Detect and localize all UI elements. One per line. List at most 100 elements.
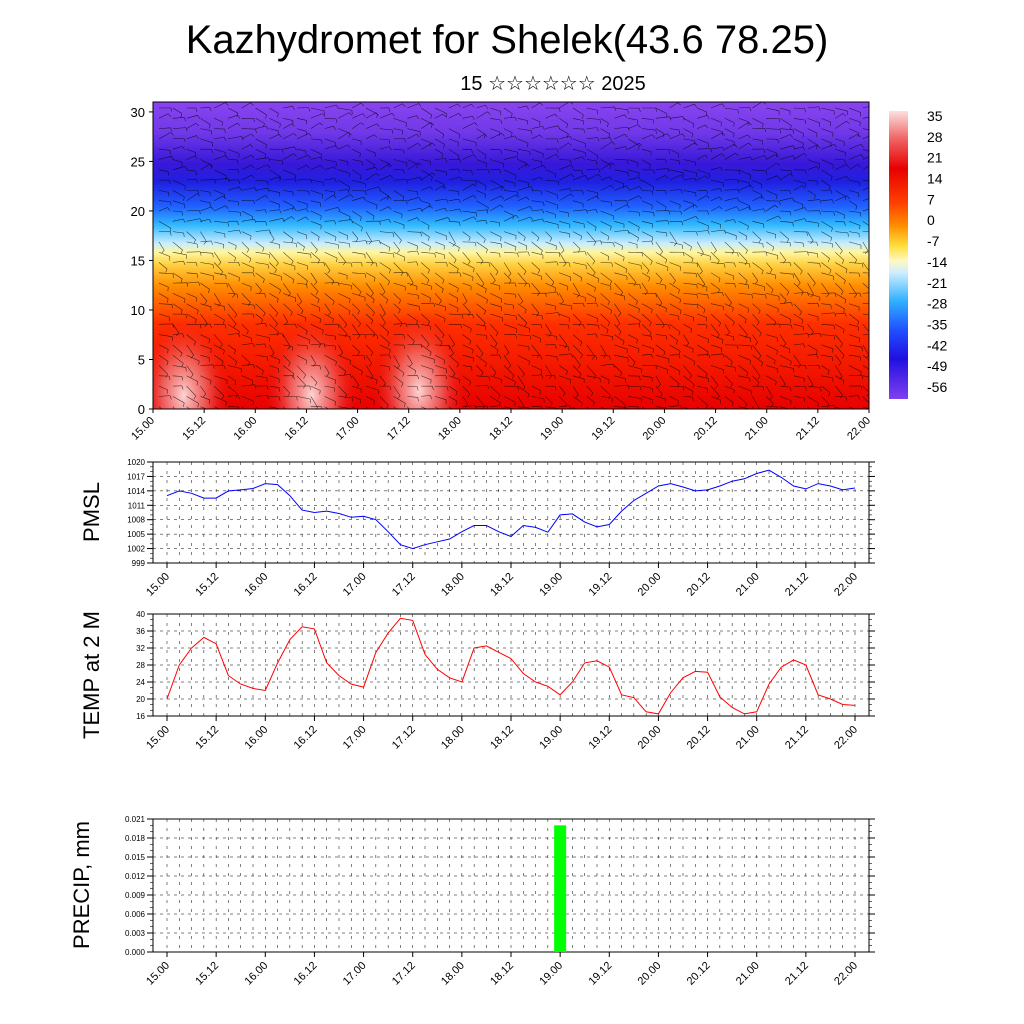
wind-barb-flag: [484, 155, 487, 160]
wind-barb-flag: [828, 392, 831, 397]
wind-barb-flag: [639, 376, 641, 381]
wind-barb: [503, 396, 516, 403]
wind-barb-flag: [388, 196, 392, 200]
wind-barb: [338, 334, 350, 337]
wind-barb: [503, 241, 517, 248]
wind-barb-flag: [306, 208, 309, 213]
wind-barb-flag: [506, 352, 510, 356]
wind-barb-flag: [568, 324, 570, 329]
wind-barb: [821, 241, 833, 244]
wind-barb-flag: [675, 340, 678, 345]
wind-barb-flag: [860, 154, 864, 158]
wind-barb-flag: [841, 260, 845, 264]
wind-barb: [200, 364, 214, 366]
wind-barb-flag: [376, 334, 379, 339]
wind-barb: [793, 179, 806, 184]
wind-barb-flag: [263, 415, 265, 419]
wind-barb: [834, 385, 843, 396]
wind-barb: [255, 157, 269, 160]
wind-barb: [807, 221, 819, 224]
wind-barb: [214, 148, 226, 153]
wind-barb: [655, 231, 667, 233]
wind-barb-flag: [651, 415, 653, 419]
wind-barb: [407, 176, 420, 181]
wind-barb: [379, 344, 391, 351]
wind-barb-flag: [762, 123, 764, 128]
wind-barb: [172, 218, 184, 222]
wind-barb-flag: [319, 318, 321, 323]
wind-barb-flag: [429, 352, 432, 356]
wind-barb-flag: [420, 232, 422, 237]
wind-barb-flag: [336, 104, 339, 109]
wind-barb: [214, 221, 228, 224]
wind-barb: [338, 132, 349, 140]
wind-barb-flag: [789, 190, 791, 195]
wind-barb: [586, 385, 594, 394]
wind-barb: [448, 406, 453, 409]
wind-barb: [448, 128, 460, 135]
wind-barb: [462, 405, 476, 407]
wind-barb: [724, 118, 735, 124]
wind-barb: [296, 262, 308, 267]
wind-barb-flag: [692, 391, 694, 396]
wind-barb: [172, 107, 183, 114]
wind-barb: [255, 395, 268, 397]
wind-barb: [531, 190, 542, 192]
wind-barb-flag: [778, 215, 782, 220]
wind-barb: [738, 385, 752, 392]
wind-barb: [255, 241, 265, 249]
wind-barb-flag: [844, 159, 846, 164]
wind-barb-flag: [713, 250, 717, 254]
x-tick-label: 17.00: [341, 960, 369, 988]
wind-barb: [793, 251, 808, 253]
wind-barb-flag: [417, 386, 419, 391]
wind-barb: [421, 354, 435, 360]
wind-barb: [531, 159, 542, 162]
wind-barb: [338, 169, 350, 174]
wind-barb-flag: [339, 352, 344, 356]
wind-barb: [559, 344, 569, 348]
wind-barb: [821, 303, 831, 306]
wind-barb-flag: [447, 386, 449, 391]
wind-barb: [214, 375, 228, 381]
wind-barb: [738, 169, 751, 176]
wind-barb: [448, 252, 457, 260]
wind-barb-flag: [870, 291, 872, 295]
wind-barb-flag: [765, 251, 768, 256]
wind-barb: [186, 193, 198, 201]
wind-barb: [862, 344, 869, 356]
wind-barb: [697, 251, 711, 257]
wind-barb: [807, 166, 817, 171]
wind-barb-flag: [599, 119, 601, 124]
wind-barb-flag: [361, 262, 363, 267]
wind-barb-flag: [804, 207, 808, 212]
wind-barb-flag: [218, 262, 222, 266]
wind-barb: [807, 159, 820, 165]
wind-barb: [241, 406, 245, 409]
wind-barb-flag: [441, 153, 444, 158]
wind-barb-flag: [184, 185, 186, 190]
wind-barb: [227, 354, 237, 362]
wind-barb: [365, 406, 369, 409]
wind-barb-flag: [406, 179, 408, 184]
wind-barb-flag: [382, 291, 386, 295]
wind-barb: [835, 120, 847, 129]
wind-barb: [600, 251, 610, 257]
wind-barb: [296, 354, 307, 361]
wind-barb-flag: [262, 247, 265, 252]
wind-barb-flag: [541, 209, 545, 214]
wind-barb: [572, 231, 582, 237]
wind-barb-flag: [537, 269, 541, 274]
wind-barb: [172, 137, 184, 140]
wind-barb-flag: [511, 375, 515, 379]
wind-barb: [655, 334, 667, 336]
precip-bar: [554, 825, 567, 952]
wind-barb: [283, 133, 294, 140]
wind-barb-flag: [667, 133, 671, 137]
wind-barb-flag: [789, 211, 792, 216]
colorbar-label: -21: [927, 275, 947, 291]
wind-barb-flag: [305, 360, 308, 365]
wind-barb: [462, 375, 471, 383]
wind-barb: [186, 148, 196, 153]
wind-barb-flag: [857, 134, 861, 138]
